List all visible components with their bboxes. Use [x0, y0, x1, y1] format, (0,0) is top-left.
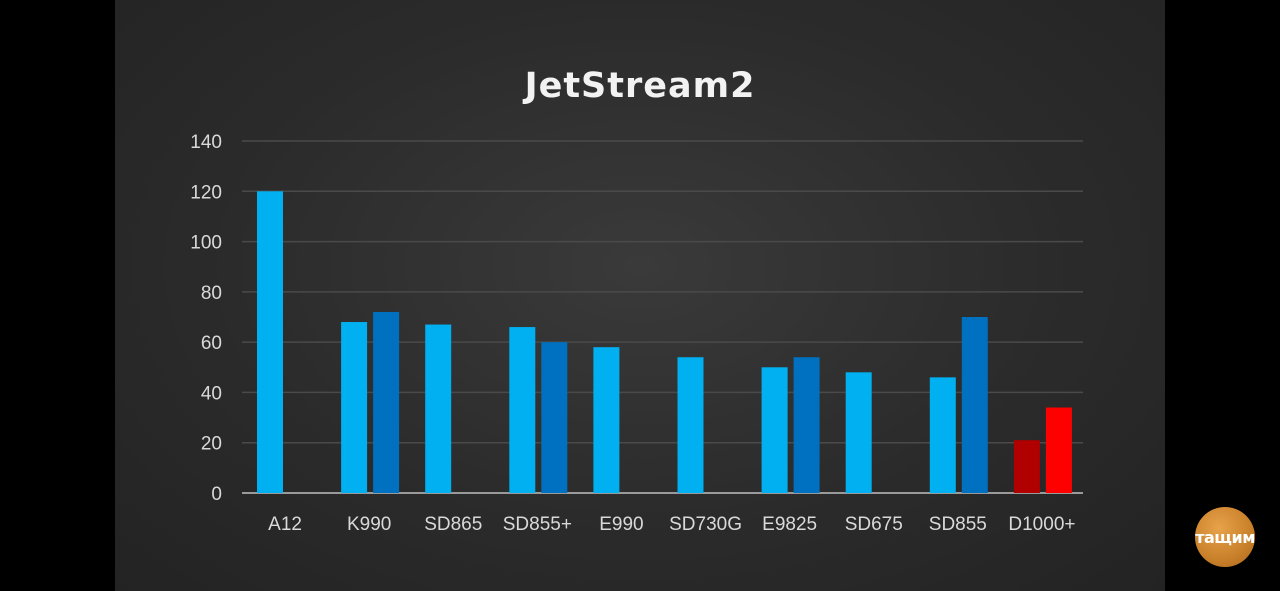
bar-sd855-s2 — [961, 317, 988, 493]
slide-background: JetStream2 0 20 40 60 80 100 120 140 A12 K990 SD8… — [115, 0, 1165, 591]
y-tick-label: 140 — [190, 132, 222, 153]
bar-e990-s1 — [593, 347, 620, 493]
logo-badge: тащим — [1195, 507, 1255, 567]
chart-title: JetStream2 — [523, 66, 756, 106]
gridlines — [242, 140, 1083, 494]
x-tick-label: E990 — [599, 514, 643, 535]
bars — [257, 191, 1072, 494]
x-tick-label: K990 — [347, 514, 391, 535]
x-tick-label: A12 — [268, 514, 302, 535]
x-axis-labels: A12 K990 SD865 SD855+ E990 SD730G E9825 SD675 SD… — [268, 514, 1075, 535]
bar-chart: JetStream2 0 20 40 60 80 100 120 140 A12 K990 SD8… — [190, 66, 1083, 535]
x-tick-label: SD730G — [669, 514, 742, 535]
bar-sd730g-s1 — [677, 357, 704, 493]
y-axis-ticks: 0 20 40 60 80 100 120 140 — [190, 132, 222, 505]
bar-sd865-s1 — [425, 324, 452, 493]
bar-sd855-s1 — [929, 377, 956, 493]
bar-d1000--s1 — [1013, 440, 1040, 493]
bar-d1000--s2 — [1045, 407, 1072, 493]
bar-a12-s1 — [257, 191, 283, 494]
x-tick-label: E9825 — [762, 514, 817, 535]
y-tick-label: 0 — [211, 484, 222, 505]
logo-text: тащим — [1195, 527, 1255, 547]
bar-e9825-s2 — [793, 357, 820, 493]
y-tick-label: 20 — [201, 434, 222, 455]
bar-k990-s1 — [341, 322, 368, 493]
y-tick-label: 120 — [190, 182, 222, 203]
y-tick-label: 60 — [201, 333, 222, 354]
bar-sd855--s2 — [541, 342, 568, 493]
bar-sd675-s1 — [845, 372, 872, 493]
x-tick-label: SD675 — [845, 514, 903, 535]
y-tick-label: 40 — [201, 383, 222, 404]
y-tick-label: 80 — [201, 283, 222, 304]
bar-k990-s2 — [373, 311, 400, 493]
bar-e9825-s1 — [761, 367, 788, 493]
x-tick-label: D1000+ — [1008, 514, 1075, 535]
x-tick-label: SD855+ — [503, 514, 572, 535]
x-tick-label: SD865 — [424, 514, 482, 535]
bar-sd855--s1 — [509, 327, 536, 493]
x-tick-label: SD855 — [929, 514, 987, 535]
y-tick-label: 100 — [190, 233, 222, 254]
